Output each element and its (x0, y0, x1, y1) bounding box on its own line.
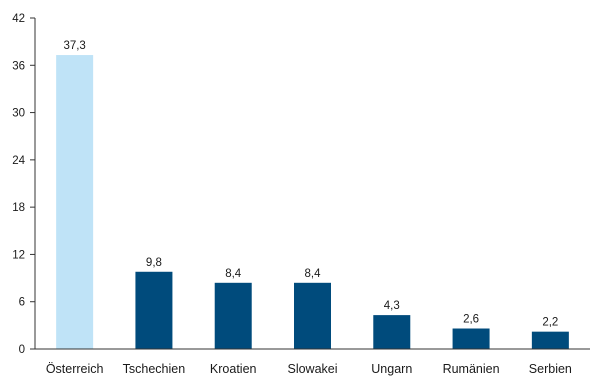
y-tick-label: 0 (19, 344, 25, 356)
value-labels-group: 37,3 9,8 8,4 8,4 4,3 2,6 2,2 (63, 40, 558, 329)
bar-value-label: 2,2 (542, 317, 558, 329)
category-label: Rumänien (443, 362, 500, 376)
bars-group (56, 55, 569, 350)
y-tick-label: 30 (12, 108, 25, 120)
bar (373, 315, 411, 349)
y-tick-label: 18 (12, 202, 25, 214)
y-tick-label: 36 (12, 60, 25, 72)
bar-value-label: 37,3 (63, 40, 85, 52)
bar (135, 271, 173, 349)
bar-value-label: 8,4 (225, 268, 242, 280)
bar-value-label: 9,8 (146, 257, 162, 269)
bar (56, 55, 94, 350)
bar (531, 331, 569, 349)
bar-value-label: 8,4 (305, 268, 322, 280)
category-label: Ungarn (371, 362, 412, 376)
y-axis-ticks: 0 6 12 18 24 30 36 42 (12, 13, 35, 356)
category-labels-group: Österreich Tschechien Kroatien Slowakei Unga… (46, 362, 572, 376)
category-label: Kroatien (210, 362, 257, 376)
category-label: Slowakei (287, 362, 337, 376)
y-tick-label: 6 (19, 297, 25, 309)
bar (294, 282, 331, 349)
bar (452, 328, 490, 349)
bar-value-label: 4,3 (384, 300, 400, 312)
y-tick-label: 12 (12, 249, 25, 261)
y-tick-label: 42 (12, 13, 25, 25)
category-label: Serbien (529, 362, 572, 376)
bar (214, 282, 252, 349)
category-label: Österreich (46, 362, 104, 376)
category-label: Tschechien (123, 362, 186, 376)
bar-value-label: 2,6 (463, 314, 479, 326)
y-tick-label: 24 (12, 155, 25, 167)
